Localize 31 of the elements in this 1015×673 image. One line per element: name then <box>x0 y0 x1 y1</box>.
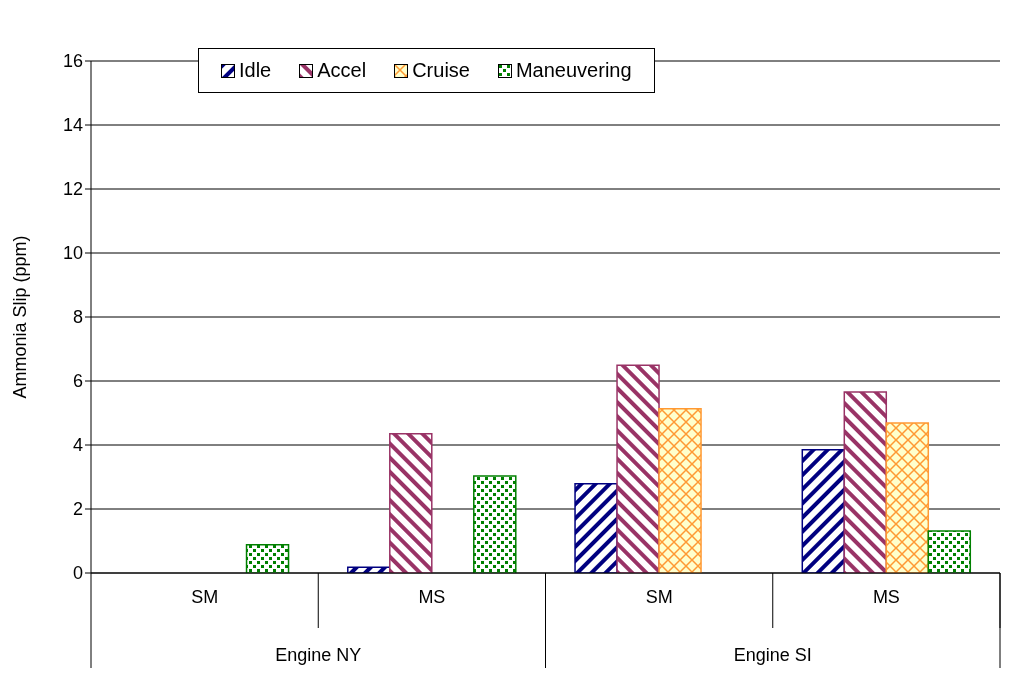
legend-label: Idle <box>238 59 272 82</box>
y-axis-title: Ammonia Slip (ppm) <box>10 235 31 399</box>
bar <box>347 566 391 573</box>
y-tick-label: 0 <box>72 563 83 584</box>
y-tick-label: 14 <box>62 115 83 136</box>
y-tick-label: 16 <box>62 51 83 72</box>
bar <box>389 433 433 573</box>
y-tick-label: 2 <box>72 499 83 520</box>
bar <box>616 364 660 573</box>
bar <box>658 408 702 573</box>
bar <box>473 475 517 573</box>
bar <box>885 422 930 573</box>
y-tick-label: 6 <box>72 371 83 392</box>
y-tick-label: 4 <box>72 435 83 456</box>
x-tick-label: SM <box>645 587 673 607</box>
text: Engine NY <box>275 645 362 665</box>
bar <box>843 391 888 573</box>
legend-label: Maneuvering <box>514 59 632 82</box>
x-tick-label: MS <box>418 587 446 607</box>
bar <box>927 530 972 573</box>
bar <box>801 449 846 573</box>
text: Engine SI <box>733 645 812 665</box>
y-tick-label: 8 <box>72 307 83 328</box>
y-tick-label: 10 <box>62 243 83 264</box>
legend-label: Accel <box>316 59 367 82</box>
bar <box>574 482 618 573</box>
x-tick-label: SM <box>191 587 219 607</box>
y-tick-label: 12 <box>62 179 83 200</box>
x-tick-label: MS <box>872 587 900 607</box>
legend-label: Cruise <box>411 59 470 82</box>
bar <box>245 544 290 573</box>
